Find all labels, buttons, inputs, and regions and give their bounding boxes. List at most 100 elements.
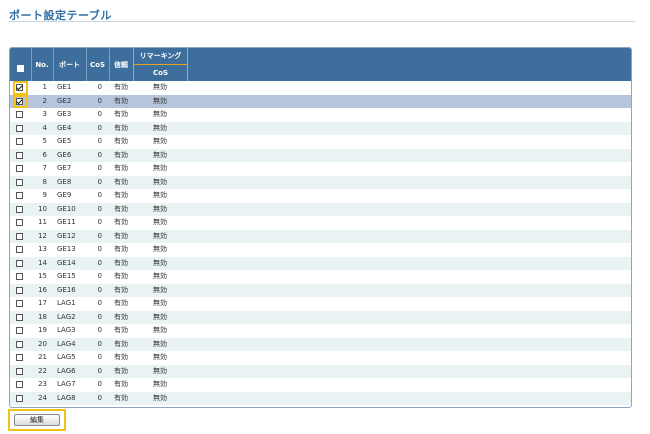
header-divider <box>109 48 110 81</box>
cell-port: LAG3 <box>57 326 76 334</box>
title-divider <box>9 21 635 22</box>
row-checkbox[interactable] <box>16 381 23 388</box>
cell-port: LAG2 <box>57 312 76 321</box>
cell-cos: 0 <box>97 191 102 199</box>
header-no[interactable]: No. <box>35 60 49 69</box>
cell-port: LAG6 <box>57 366 76 375</box>
cell-remarking: 無効 <box>153 137 167 145</box>
cell-no: 22 <box>38 366 47 375</box>
header-port[interactable]: ポート <box>59 60 80 69</box>
row-checkbox[interactable] <box>16 124 23 132</box>
cell-port: GE16 <box>57 285 76 294</box>
table-row[interactable]: 5 GE5 0 有効 無効 <box>10 135 631 149</box>
row-checkbox[interactable] <box>16 232 23 240</box>
cell-cos: 0 <box>97 326 102 334</box>
table-row[interactable]: 8 GE8 0 有効 無効 <box>10 175 631 189</box>
cell-trust: 有効 <box>114 339 128 348</box>
row-checkbox[interactable] <box>16 138 23 145</box>
cell-remarking: 無効 <box>153 164 167 172</box>
table-row[interactable]: 22 LAG6 0 有効 無効 <box>10 364 631 378</box>
table-row[interactable]: 17 LAG1 0 有効 無効 <box>10 297 631 311</box>
table-row[interactable]: 7 GE7 0 有効 無効 <box>10 162 631 176</box>
table-row[interactable]: 12 GE12 0 有効 無効 <box>10 229 631 243</box>
row-checkbox[interactable] <box>16 246 23 253</box>
row-checkbox[interactable] <box>16 97 23 105</box>
row-checkbox[interactable] <box>16 354 23 361</box>
cell-cos: 0 <box>97 123 102 132</box>
header-cos[interactable]: CoS <box>90 60 105 69</box>
cell-trust: 有効 <box>114 218 128 226</box>
cell-port: GE11 <box>57 218 76 226</box>
header-remarking-cos[interactable]: CoS <box>153 69 168 77</box>
row-checkbox[interactable] <box>16 273 23 280</box>
table-row[interactable]: 21 LAG5 0 有効 無効 <box>10 351 631 365</box>
cell-remarking: 無効 <box>153 218 167 226</box>
cell-cos: 0 <box>97 339 102 348</box>
table-row[interactable]: 14 GE14 0 有効 無効 <box>10 256 631 270</box>
table-row[interactable]: 9 GE9 0 有効 無効 <box>10 189 631 203</box>
cell-no: 24 <box>38 393 47 402</box>
cell-remarking: 無効 <box>153 231 167 240</box>
table-row[interactable]: 23 LAG7 0 有効 無効 <box>10 378 631 392</box>
cell-remarking: 無効 <box>153 96 167 105</box>
table-row[interactable]: 15 GE15 0 有効 無効 <box>10 270 631 284</box>
table-row[interactable]: 11 GE11 0 有効 無効 <box>10 216 631 230</box>
cell-port: GE9 <box>57 191 72 199</box>
table-row[interactable]: 18 LAG2 0 有効 無効 <box>10 310 631 324</box>
cell-trust: 有効 <box>114 137 128 145</box>
table-row[interactable]: 3 GE3 0 有効 無効 <box>10 108 631 122</box>
cell-cos: 0 <box>97 137 102 145</box>
row-checkbox[interactable] <box>16 165 23 172</box>
cell-remarking: 無効 <box>153 326 167 334</box>
table-row[interactable]: 16 GE16 0 有効 無効 <box>10 283 631 297</box>
cell-no: 13 <box>38 245 47 253</box>
table-row[interactable]: 20 LAG4 0 有効 無効 <box>10 337 631 351</box>
edit-button-highlight: 編集 <box>8 409 66 431</box>
row-checkbox[interactable] <box>16 300 23 307</box>
edit-button[interactable]: 編集 <box>14 414 60 426</box>
table-row[interactable]: 19 LAG3 0 有効 無効 <box>10 324 631 338</box>
cell-port: LAG7 <box>57 380 76 388</box>
cell-trust: 有効 <box>114 123 128 132</box>
row-checkbox[interactable] <box>16 394 23 402</box>
cell-cos: 0 <box>97 353 102 361</box>
cell-trust: 有効 <box>114 110 128 118</box>
cell-remarking: 無効 <box>153 110 167 118</box>
row-checkbox[interactable] <box>16 327 23 334</box>
row-checkbox[interactable] <box>16 151 23 159</box>
table-row[interactable]: 2 GE2 0 有効 無効 <box>10 94 631 108</box>
row-checkbox[interactable] <box>16 111 23 118</box>
table-row[interactable]: 4 GE4 0 有効 無効 <box>10 121 631 135</box>
row-checkbox[interactable] <box>16 178 23 186</box>
cell-no: 14 <box>38 258 47 267</box>
row-checkbox[interactable] <box>16 205 23 213</box>
row-checkbox[interactable] <box>16 219 23 226</box>
cell-cos: 0 <box>97 285 102 294</box>
row-checkbox[interactable] <box>16 286 23 294</box>
table-row[interactable]: 1 GE1 0 有効 無効 <box>10 81 631 95</box>
row-checkbox[interactable] <box>16 84 23 91</box>
table-row[interactable]: 24 LAG8 0 有効 無効 <box>10 391 631 405</box>
row-checkbox[interactable] <box>16 340 23 348</box>
header-trust[interactable]: 信頼 <box>114 60 128 69</box>
cell-trust: 有効 <box>114 204 128 213</box>
table-body: 1 GE1 0 有効 無効 2 GE2 0 有効 無効 3 GE3 0 有効 無効 4 GE4 0 有効 無効 5 GE5… <box>10 81 631 405</box>
cell-remarking: 無効 <box>153 123 167 132</box>
cell-cos: 0 <box>97 393 102 402</box>
cell-trust: 有効 <box>114 191 128 199</box>
cell-remarking: 無効 <box>153 150 167 159</box>
table-row[interactable]: 10 GE10 0 有効 無効 <box>10 202 631 216</box>
cell-trust: 有効 <box>114 177 128 186</box>
cell-no: 10 <box>38 204 47 213</box>
cell-remarking: 無効 <box>153 299 167 307</box>
cell-port: LAG8 <box>57 393 76 402</box>
cell-trust: 有効 <box>114 96 128 105</box>
row-checkbox[interactable] <box>16 192 23 199</box>
table-row[interactable]: 6 GE6 0 有効 無効 <box>10 148 631 162</box>
table-row[interactable]: 13 GE13 0 有効 無効 <box>10 243 631 257</box>
cell-no: 8 <box>42 177 47 186</box>
row-checkbox[interactable] <box>16 313 23 321</box>
row-checkbox[interactable] <box>16 259 23 267</box>
select-all-checkbox[interactable] <box>17 65 24 72</box>
row-checkbox[interactable] <box>16 367 23 375</box>
